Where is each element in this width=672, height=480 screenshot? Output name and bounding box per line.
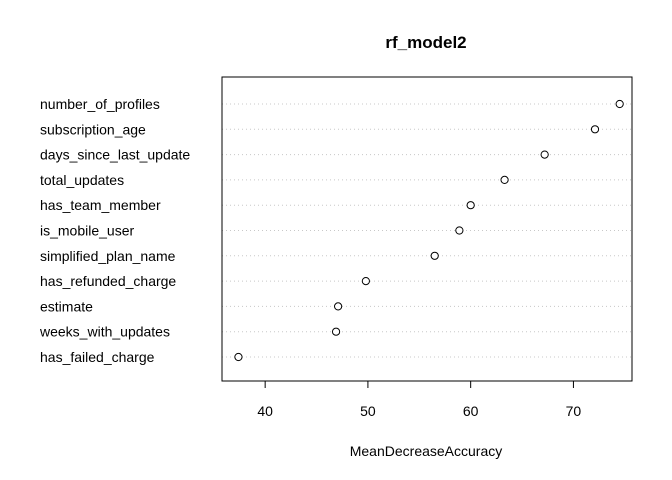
x-tick-label: 60 [463,403,479,419]
data-point [540,150,549,159]
data-point [590,125,600,134]
data-point [234,352,243,362]
chart-title: rf_model2 [385,33,466,52]
grid-lines [222,103,632,358]
category-label: has_team_member [40,197,161,213]
category-label: days_since_last_update [40,147,190,163]
data-point [361,277,370,286]
category-label: subscription_age [40,121,146,137]
x-tick-label: 70 [566,403,582,419]
plot-frame [221,76,633,382]
data-points [234,99,624,362]
category-label: total_updates [40,172,124,188]
data-point [430,251,439,260]
category-label: weeks_with_updates [39,324,170,340]
x-axis-label: MeanDecreaseAccuracy [350,443,503,459]
category-label: has_refunded_charge [40,273,176,289]
category-label: is_mobile_user [40,223,134,239]
category-label: number_of_profiles [40,96,160,112]
category-label: has_failed_charge [40,349,155,365]
data-point [334,302,343,311]
category-labels: number_of_profiles subscription_age days_s… [39,96,190,365]
x-axis: 40 50 60 70 [257,380,582,419]
data-point [466,201,475,210]
x-tick-label: 50 [360,403,376,419]
data-point [331,327,341,336]
data-point [500,175,509,184]
data-point [455,226,464,235]
category-label: simplified_plan_name [40,248,176,264]
category-label: estimate [40,298,93,314]
x-tick-label: 40 [257,403,273,419]
data-point [615,99,624,109]
